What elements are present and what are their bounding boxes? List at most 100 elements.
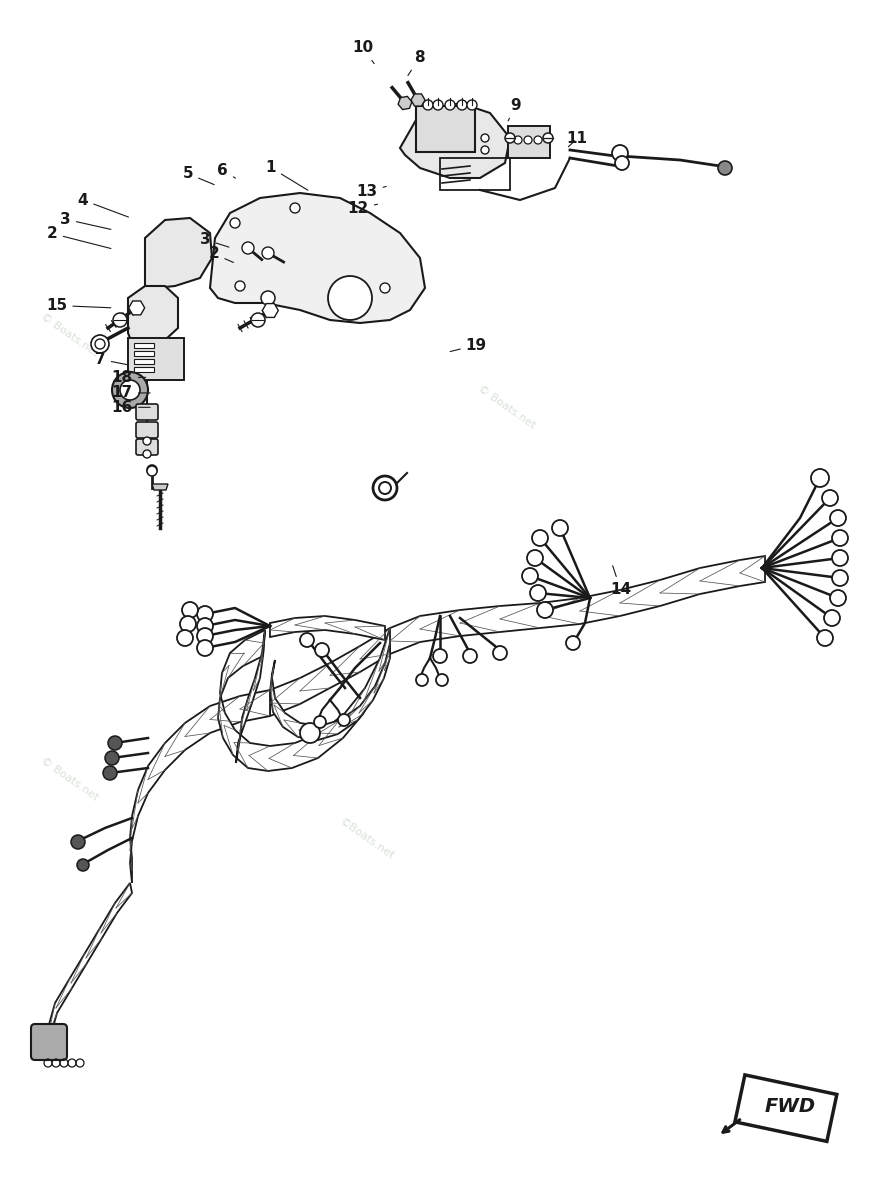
Text: 3: 3 xyxy=(60,212,111,229)
Circle shape xyxy=(197,628,213,645)
FancyBboxPatch shape xyxy=(136,438,158,455)
Text: 7: 7 xyxy=(95,352,128,367)
Text: 2: 2 xyxy=(47,226,111,248)
Circle shape xyxy=(566,636,580,651)
Circle shape xyxy=(197,606,213,622)
Text: © Boats.net: © Boats.net xyxy=(476,383,538,431)
FancyBboxPatch shape xyxy=(136,422,158,438)
Bar xyxy=(134,367,154,373)
Polygon shape xyxy=(145,218,212,288)
Circle shape xyxy=(522,568,538,583)
Circle shape xyxy=(423,99,433,110)
FancyBboxPatch shape xyxy=(31,1024,67,1060)
Polygon shape xyxy=(400,103,510,179)
Circle shape xyxy=(108,736,122,750)
Polygon shape xyxy=(152,484,168,490)
Polygon shape xyxy=(270,616,385,640)
Polygon shape xyxy=(218,628,390,772)
Circle shape xyxy=(91,335,109,353)
FancyBboxPatch shape xyxy=(508,126,550,158)
FancyBboxPatch shape xyxy=(735,1075,836,1142)
Circle shape xyxy=(832,530,848,546)
Text: FWD: FWD xyxy=(765,1096,816,1115)
Circle shape xyxy=(300,724,320,743)
Circle shape xyxy=(830,510,846,526)
Circle shape xyxy=(71,835,85,849)
Circle shape xyxy=(235,282,245,291)
Polygon shape xyxy=(130,690,270,883)
Bar xyxy=(134,359,154,364)
Circle shape xyxy=(824,610,840,627)
Text: 19: 19 xyxy=(450,338,487,352)
Circle shape xyxy=(180,616,196,633)
Text: 14: 14 xyxy=(610,565,631,597)
Circle shape xyxy=(95,339,105,349)
Text: © Boats.net: © Boats.net xyxy=(39,755,101,803)
Circle shape xyxy=(230,218,240,228)
Polygon shape xyxy=(210,193,425,323)
Circle shape xyxy=(290,202,300,213)
Circle shape xyxy=(147,466,157,476)
Polygon shape xyxy=(262,303,278,317)
Text: 3: 3 xyxy=(200,232,229,247)
Circle shape xyxy=(552,520,568,536)
Circle shape xyxy=(105,751,119,766)
Circle shape xyxy=(113,313,127,327)
Circle shape xyxy=(481,134,489,143)
Circle shape xyxy=(143,450,151,458)
Polygon shape xyxy=(128,286,178,341)
Circle shape xyxy=(445,99,455,110)
Circle shape xyxy=(433,99,443,110)
Circle shape xyxy=(328,276,372,320)
Circle shape xyxy=(811,468,829,488)
Circle shape xyxy=(822,490,838,506)
Text: 18: 18 xyxy=(112,370,146,385)
Circle shape xyxy=(261,291,275,305)
Polygon shape xyxy=(236,630,265,763)
Text: 8: 8 xyxy=(408,50,425,75)
Circle shape xyxy=(177,630,193,646)
Circle shape xyxy=(103,766,117,780)
Polygon shape xyxy=(398,96,412,109)
Circle shape xyxy=(380,283,390,294)
Text: 2: 2 xyxy=(209,247,233,262)
Circle shape xyxy=(197,618,213,634)
Circle shape xyxy=(481,146,489,155)
Circle shape xyxy=(832,550,848,565)
Circle shape xyxy=(182,603,198,618)
Circle shape xyxy=(493,646,507,660)
Circle shape xyxy=(830,589,846,606)
Circle shape xyxy=(338,714,350,726)
Circle shape xyxy=(242,242,254,254)
Circle shape xyxy=(314,716,326,728)
Text: 9: 9 xyxy=(508,98,521,121)
Circle shape xyxy=(112,373,148,409)
Circle shape xyxy=(77,859,89,871)
Circle shape xyxy=(817,630,833,646)
Circle shape xyxy=(197,640,213,657)
Circle shape xyxy=(718,161,732,175)
Circle shape xyxy=(120,380,140,400)
Circle shape xyxy=(514,137,522,144)
Circle shape xyxy=(416,674,428,686)
Text: 10: 10 xyxy=(352,41,374,63)
Text: 13: 13 xyxy=(357,184,386,199)
Circle shape xyxy=(251,313,265,327)
FancyBboxPatch shape xyxy=(136,404,158,420)
Circle shape xyxy=(524,137,532,144)
Text: 1: 1 xyxy=(266,161,308,190)
Circle shape xyxy=(505,133,515,143)
Circle shape xyxy=(147,465,157,474)
Circle shape xyxy=(300,633,314,647)
Text: 11: 11 xyxy=(566,132,587,146)
FancyBboxPatch shape xyxy=(416,105,475,152)
Circle shape xyxy=(467,99,477,110)
Text: 16: 16 xyxy=(112,400,150,415)
Text: 5: 5 xyxy=(183,167,214,184)
Polygon shape xyxy=(270,643,390,740)
Text: ©Boats.net: ©Boats.net xyxy=(338,816,396,861)
Text: 15: 15 xyxy=(46,298,111,313)
Circle shape xyxy=(530,585,546,601)
Polygon shape xyxy=(411,93,425,107)
Circle shape xyxy=(612,145,628,161)
